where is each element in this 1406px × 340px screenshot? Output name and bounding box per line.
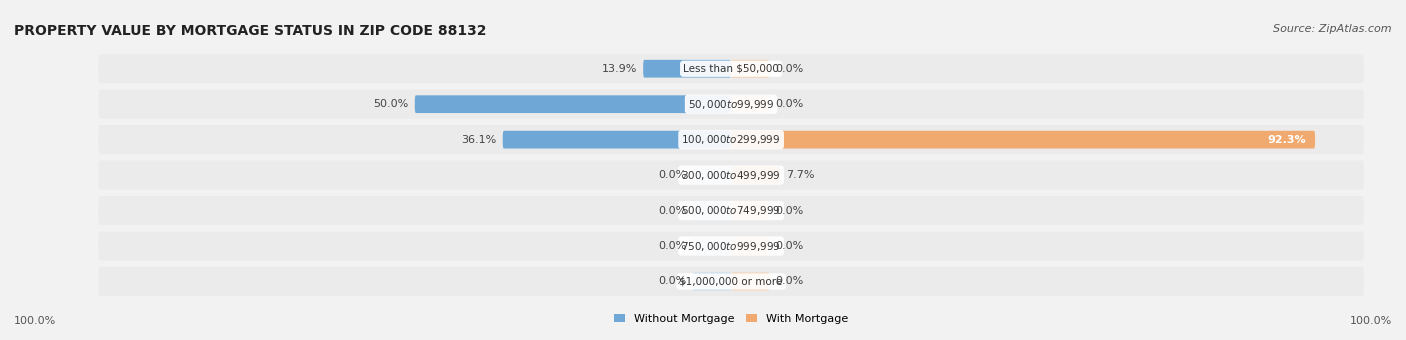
FancyBboxPatch shape [693, 202, 731, 219]
Text: 36.1%: 36.1% [461, 135, 496, 144]
FancyBboxPatch shape [98, 160, 1364, 190]
FancyBboxPatch shape [643, 60, 731, 78]
FancyBboxPatch shape [693, 273, 731, 290]
Legend: Without Mortgage, With Mortgage: Without Mortgage, With Mortgage [610, 309, 852, 328]
Text: 0.0%: 0.0% [776, 241, 804, 251]
FancyBboxPatch shape [731, 166, 780, 184]
FancyBboxPatch shape [731, 237, 769, 255]
Text: 92.3%: 92.3% [1267, 135, 1306, 144]
Text: 0.0%: 0.0% [658, 241, 686, 251]
Text: 0.0%: 0.0% [658, 170, 686, 180]
Text: 0.0%: 0.0% [776, 99, 804, 109]
Text: $300,000 to $499,999: $300,000 to $499,999 [682, 169, 780, 182]
Text: 0.0%: 0.0% [776, 206, 804, 216]
FancyBboxPatch shape [98, 125, 1364, 154]
FancyBboxPatch shape [415, 95, 731, 113]
FancyBboxPatch shape [98, 196, 1364, 225]
Text: 13.9%: 13.9% [602, 64, 637, 74]
Text: 100.0%: 100.0% [1350, 317, 1392, 326]
FancyBboxPatch shape [731, 131, 1315, 149]
Text: PROPERTY VALUE BY MORTGAGE STATUS IN ZIP CODE 88132: PROPERTY VALUE BY MORTGAGE STATUS IN ZIP… [14, 24, 486, 38]
Text: $100,000 to $299,999: $100,000 to $299,999 [682, 133, 780, 146]
Text: 7.7%: 7.7% [786, 170, 814, 180]
Text: $1,000,000 or more: $1,000,000 or more [679, 276, 783, 287]
FancyBboxPatch shape [98, 232, 1364, 260]
Text: $50,000 to $99,999: $50,000 to $99,999 [688, 98, 775, 111]
Text: 50.0%: 50.0% [373, 99, 408, 109]
FancyBboxPatch shape [98, 267, 1364, 296]
FancyBboxPatch shape [731, 95, 769, 113]
Text: 0.0%: 0.0% [776, 276, 804, 287]
Text: Source: ZipAtlas.com: Source: ZipAtlas.com [1274, 24, 1392, 34]
Text: 100.0%: 100.0% [14, 317, 56, 326]
Text: 0.0%: 0.0% [658, 206, 686, 216]
FancyBboxPatch shape [98, 54, 1364, 83]
FancyBboxPatch shape [731, 60, 769, 78]
Text: $750,000 to $999,999: $750,000 to $999,999 [682, 239, 780, 253]
Text: 0.0%: 0.0% [658, 276, 686, 287]
FancyBboxPatch shape [731, 273, 769, 290]
Text: 0.0%: 0.0% [776, 64, 804, 74]
Text: $500,000 to $749,999: $500,000 to $749,999 [682, 204, 780, 217]
FancyBboxPatch shape [503, 131, 731, 149]
Text: Less than $50,000: Less than $50,000 [683, 64, 779, 74]
FancyBboxPatch shape [693, 237, 731, 255]
FancyBboxPatch shape [731, 202, 769, 219]
FancyBboxPatch shape [693, 166, 731, 184]
FancyBboxPatch shape [98, 90, 1364, 119]
